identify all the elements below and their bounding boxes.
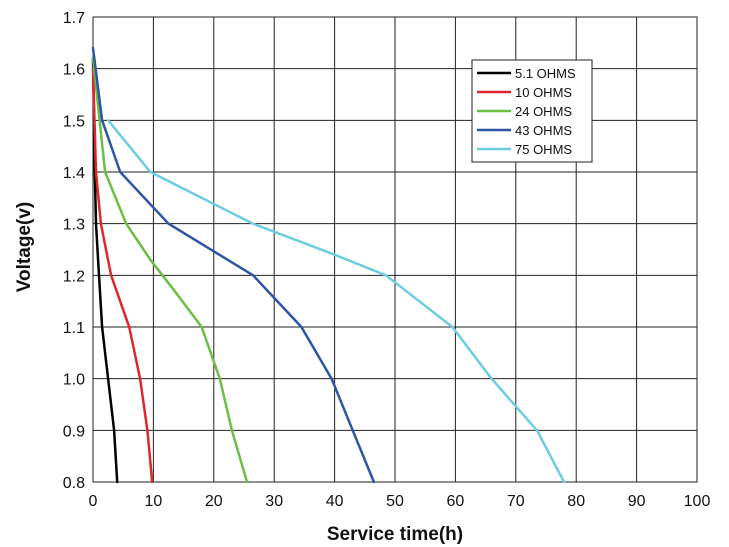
x-tick-label: 90	[628, 493, 646, 510]
series-line-3	[91, 46, 376, 484]
y-axis-title: Voltage(v)	[14, 202, 35, 292]
y-tick-label: 0.9	[63, 423, 85, 440]
x-axis-title: Service time(h)	[327, 524, 463, 545]
y-tick-label: 1.7	[63, 10, 85, 27]
grid	[92, 16, 698, 483]
series-layer	[91, 46, 566, 484]
x-tick-label: 50	[386, 493, 404, 510]
y-axis-ticks: 0.8 0.9 1.0 1.1 1.2 1.3 1.4 1.5 1.6 1.7	[63, 10, 85, 492]
y-tick-label: 1.2	[63, 268, 85, 285]
x-tick-label: 100	[684, 493, 711, 510]
y-tick-label: 0.8	[63, 475, 85, 492]
x-tick-label: 30	[265, 493, 283, 510]
x-axis-ticks: 0 10 20 30 40 50 60 70 80 90 100	[89, 493, 711, 510]
series-line-1	[91, 67, 154, 484]
plot-frame	[92, 16, 698, 483]
legend-label: 5.1 OHMS	[515, 66, 576, 81]
y-tick-label: 1.1	[63, 320, 85, 337]
x-tick-label: 70	[507, 493, 525, 510]
x-tick-label: 80	[567, 493, 585, 510]
series-line-0	[91, 57, 119, 484]
series-line-4	[106, 119, 566, 484]
series-line-2	[91, 57, 249, 484]
y-tick-label: 1.0	[63, 372, 85, 389]
legend-label: 10 OHMS	[515, 85, 572, 100]
x-tick-label: 0	[89, 493, 98, 510]
legend-label: 24 OHMS	[515, 104, 572, 119]
x-tick-label: 40	[326, 493, 344, 510]
legend-label: 75 OHMS	[515, 142, 572, 157]
legend-label: 43 OHMS	[515, 123, 572, 138]
y-tick-label: 1.3	[63, 217, 85, 234]
x-tick-label: 10	[145, 493, 163, 510]
y-tick-label: 1.5	[63, 113, 85, 130]
y-tick-label: 1.4	[63, 165, 85, 182]
legend: 5.1 OHMS 10 OHMS 24 OHMS 43 OHMS 75 OHMS	[471, 59, 593, 163]
x-tick-label: 20	[205, 493, 223, 510]
y-tick-label: 1.6	[63, 62, 85, 79]
x-tick-label: 60	[447, 493, 465, 510]
